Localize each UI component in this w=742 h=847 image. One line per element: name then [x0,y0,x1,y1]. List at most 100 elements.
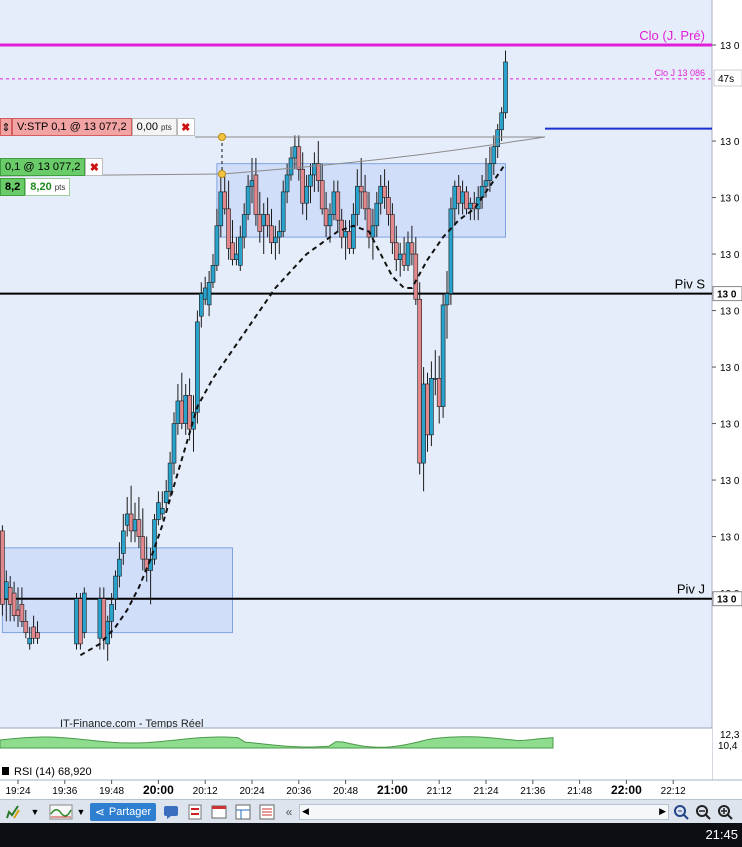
candle-body [378,185,384,204]
sell-stop-order[interactable]: ⇕ V:STP 0,1 @ 13 077,2 0,00 pts ✖ [0,117,195,137]
report-icon[interactable] [258,803,276,821]
buy-order-cancel-button[interactable]: ✖ [85,158,104,176]
share-icon: ⋖ [94,805,105,819]
layout-icon[interactable] [234,803,252,821]
order-handle-top[interactable] [218,133,226,141]
candle-body [475,197,481,210]
time-label: 21:24 [473,786,498,797]
rsi-area [0,736,554,749]
candle-body [351,214,356,249]
candle-body [187,394,192,430]
candle-body [163,491,169,503]
indicator-svg [49,804,73,820]
candle-body [452,185,458,210]
candle-body [124,513,130,526]
candles [0,50,508,661]
rsi-panel[interactable]: 12,3 10,4 RSI (14) 68,920 [0,727,740,780]
candle-body [401,253,407,266]
time-label: 20:48 [333,786,358,797]
candle-body [405,242,411,266]
timer-badge: 47s [713,69,742,87]
price-axis-panel[interactable] [712,0,742,780]
zoom-out-svg [696,805,711,820]
candle-body [167,462,173,492]
reference-label-piv_s: Piv S [675,277,706,292]
candle-body [234,253,239,261]
indicator-icon[interactable] [48,803,74,821]
price-label: 13 0 [720,194,740,205]
candle-body [249,180,255,187]
price-label: 13 0 [720,250,740,261]
rsi-label: RSI (14) 68,920 [14,766,92,778]
candle-body [273,236,278,244]
candle-body [390,214,395,244]
candle-body [315,163,321,181]
time-label: 21:48 [567,786,592,797]
candle-body [323,208,329,227]
sell-stop-cancel-button[interactable]: ✖ [176,118,195,136]
zoom-fit-icon[interactable] [672,803,690,821]
draw-pencil-icon[interactable] [4,803,22,821]
time-label: 20:00 [143,783,174,797]
price-label: 13 0 [720,420,740,431]
candle-body [136,519,142,537]
rsi-label-band [0,764,712,780]
time-scrollbar[interactable]: ◀ ▶ [299,804,669,820]
candle-body [140,536,146,560]
price-label: 13 0 [720,476,740,487]
candle-body [491,146,497,164]
sell-stop-label[interactable]: V:STP 0,1 @ 13 077,2 [12,118,132,136]
calendar-icon[interactable] [210,803,228,821]
candle-body [113,575,118,599]
price-tag-label: 13 0 [717,595,737,606]
scroll-right-icon[interactable]: ▶ [659,806,666,816]
candle-body [499,112,504,131]
candle-body [82,592,87,633]
candle-body [503,61,508,114]
rsi-axis-top: 12,3 [720,730,740,741]
candle-body [382,185,387,198]
candle-body [156,502,161,520]
calendar-svg [211,805,227,819]
alert-icon[interactable] [186,803,204,821]
time-label: 21:00 [377,783,408,797]
taskbar: 21:45 [0,823,742,847]
taskbar-clock: 21:45 [705,827,738,842]
candle-body [117,558,122,577]
candle-body [343,231,348,238]
candle-body [444,293,450,306]
candle-body [257,214,263,232]
candle-body [128,513,134,532]
scroll-back-icon[interactable]: « [285,805,293,819]
zoom-in-icon[interactable] [716,803,734,821]
zoom-out-icon[interactable] [694,803,712,821]
candle-body [487,163,493,181]
buy-order[interactable]: 0,1 @ 13 077,2 ✖ [0,157,104,177]
candle-body [370,225,376,238]
candle-body [292,146,298,159]
candle-body [97,598,103,639]
order-drag-icon[interactable]: ⇕ [0,118,12,136]
timer-badge-bg [713,69,742,87]
rsi-axis-bottom: 10,4 [718,741,738,752]
time-label: 19:48 [99,786,124,797]
candle-body [354,185,360,215]
buy-order-label[interactable]: 0,1 @ 13 077,2 [0,158,86,176]
candle-body [202,287,208,300]
candle-body [312,163,317,176]
time-axis[interactable]: 19:24 19:36 19:48 20:00 20:12 20:24 20:36 20:48… [0,779,742,799]
time-label: 19:36 [52,786,77,797]
candle-body [269,225,274,244]
draw-menu-chevron-icon[interactable]: ▼ [30,807,40,817]
order-handle-bottom[interactable] [218,170,226,178]
candle-body [432,378,438,380]
reference-label-clo_j: Clo J 13 086 [654,68,705,78]
sell-stop-pnl-value: 0,00 [136,121,159,133]
candle-body [210,265,216,283]
candle-body [417,298,423,464]
chat-icon[interactable] [162,803,180,821]
share-button[interactable]: ⋖ Partager [90,803,156,821]
indicator-menu-chevron-icon[interactable]: ▼ [76,807,86,817]
scroll-left-icon[interactable]: ◀ [302,806,309,816]
